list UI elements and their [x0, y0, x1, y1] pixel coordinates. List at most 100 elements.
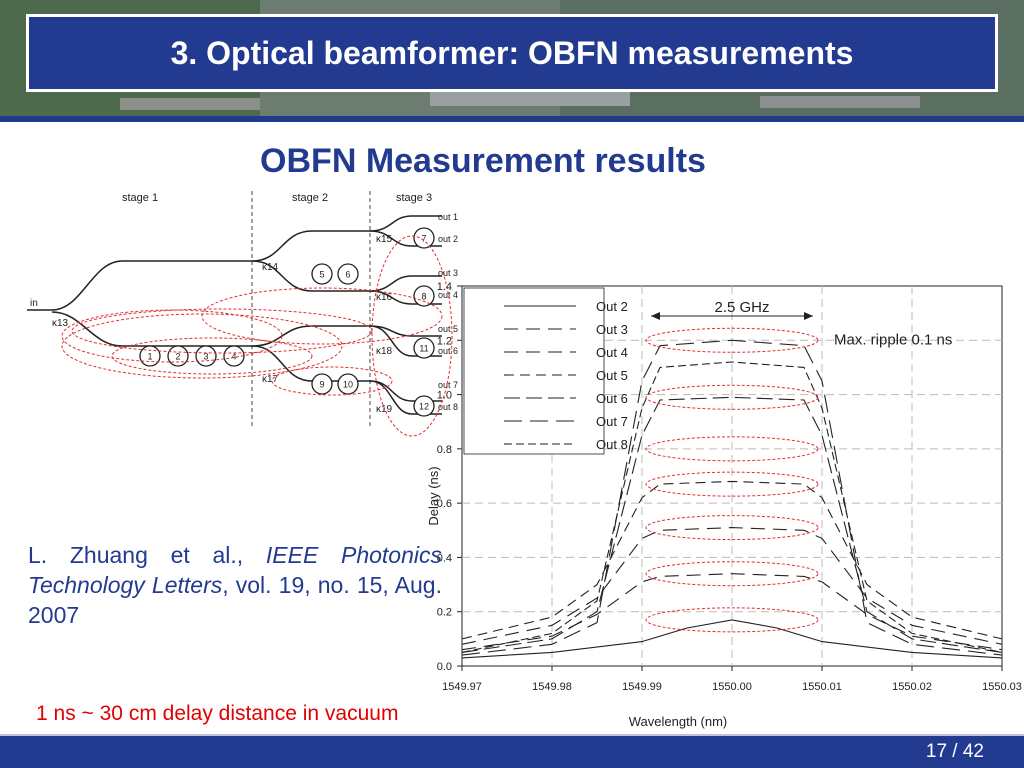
coupler-label-6: κ18 [376, 346, 393, 357]
y-tick-label-2: 0.4 [437, 552, 452, 564]
ring-number-3: 3 [203, 352, 208, 362]
output-labels: out 1 out 2 out 3 out 4 out 5 out 6 out 7 out 8 [438, 212, 458, 412]
x-tick-label-6: 1550.03 [982, 681, 1022, 693]
axes: 1549.97 1549.98 1549.99 1550.00 1550.01 1550.… [426, 281, 1022, 729]
series-line-1 [461, 619, 1003, 659]
ring-number-9: 9 [319, 380, 324, 390]
series-line-3 [461, 527, 1003, 645]
ring-number-1: 1 [147, 352, 152, 362]
series-lines [461, 339, 1003, 659]
y-tick-label-5: 1.0 [437, 390, 452, 402]
ring-number-11: 11 [419, 344, 428, 354]
coupler-label-1: κ13 [52, 318, 69, 329]
footer-bar: 17 / 42 [0, 734, 1024, 768]
output-label-8: out 8 [438, 402, 458, 412]
page-number: 17 / 42 [925, 741, 984, 762]
series-line-4 [461, 480, 1003, 640]
stage-label-3: stage 3 [396, 192, 432, 204]
delay-note: 1 ns ~ 30 cm delay distance in vacuum [36, 702, 399, 725]
coupler-label-7: κ19 [376, 404, 393, 415]
citation-details: , vol. 19, no. 15, Aug. 2007 [28, 572, 442, 628]
ripple-ellipses [645, 327, 819, 633]
bandwidth-arrowhead-left [651, 312, 660, 320]
waveguides [27, 215, 442, 415]
bandwidth-arrowhead-right [804, 312, 813, 320]
x-tick-label-2: 1549.99 [622, 681, 662, 693]
output-label-7: out 7 [438, 380, 458, 390]
x-tick-label-0: 1549.97 [442, 681, 482, 693]
output-label-1: out 1 [438, 212, 458, 222]
series-line-2 [461, 573, 1003, 651]
ripple-ellipse-2 [645, 384, 819, 410]
y-tick-label-1: 0.2 [437, 607, 452, 619]
red-dashed-highlights [61, 235, 453, 437]
slide-title: 3. Optical beamformer: OBFN measurements [170, 34, 854, 71]
annotations: 2.5 GHz Max. ripple 0.1 ns [651, 299, 952, 348]
output-label-4: out 4 [438, 290, 458, 300]
ripple-ellipse-7 [645, 607, 819, 633]
output-label-2: out 2 [438, 234, 458, 244]
ring-11 [413, 337, 435, 359]
delay-chart: 1549.97 1549.98 1549.99 1550.00 1550.01 1550.… [426, 281, 1022, 729]
legend-box [463, 287, 605, 455]
ripple-annotation: Max. ripple 0.1 ns [834, 331, 952, 348]
title-box: 3. Optical beamformer: OBFN measurements [26, 14, 998, 92]
y-tick-label-7: 1.4 [437, 281, 452, 293]
ring-8 [413, 285, 435, 307]
ring-number-4: 4 [231, 352, 236, 362]
citation-journal: IEEE Photonics Technology Letters [28, 542, 442, 598]
legend-label-5: Out 6 [596, 391, 628, 406]
x-tick-label-4: 1550.01 [802, 681, 842, 693]
output-label-3: out 3 [438, 268, 458, 278]
ripple-ellipse-4 [645, 471, 819, 497]
ripple-ellipse-5 [645, 515, 819, 541]
coupler-label-3: κ15 [376, 234, 393, 245]
series-line-7 [461, 361, 1003, 653]
legend-label-2: Out 3 [596, 322, 628, 337]
ring-9 [311, 373, 333, 395]
output-label-6: out 6 [438, 346, 458, 356]
ripple-ellipse-6 [645, 561, 819, 587]
legend-label-7: Out 8 [596, 437, 628, 452]
stage-label-1: stage 1 [122, 192, 158, 204]
slide-subtitle: OBFN Measurement results [260, 142, 706, 180]
citation-authors: L. Zhuang et al., [28, 542, 266, 568]
ring-6 [337, 263, 359, 285]
ring-number-5: 5 [319, 270, 324, 280]
series-line-5 [461, 396, 1003, 653]
ripple-ellipse-3 [645, 436, 819, 462]
ring-number-8: 8 [421, 292, 426, 302]
y-tick-label-6: 1.2 [437, 335, 452, 347]
ring-12 [413, 395, 435, 417]
ring-number-10: 10 [343, 380, 353, 390]
y-axis-label: Delay (ns) [426, 466, 441, 525]
legend-label-3: Out 4 [596, 345, 628, 360]
legend-label-4: Out 5 [596, 368, 628, 383]
ring-5 [311, 263, 333, 285]
coupler-labels: κ13 κ14 κ15 κ16 κ17 κ18 κ19 [52, 234, 393, 415]
legend-label-1: Out 2 [596, 299, 628, 314]
input-label: in [30, 298, 38, 309]
x-tick-label-5: 1550.02 [892, 681, 932, 693]
ring-2 [167, 345, 189, 367]
legend: Out 2 Out 3 Out 4 Out 5 Out 6 Out 7 Out 8 [463, 287, 628, 455]
ring-number-2: 2 [175, 352, 180, 362]
coupler-label-5: κ17 [262, 374, 279, 385]
citation: L. Zhuang et al., IEEE Photonics Technol… [28, 540, 442, 630]
grid-lines [462, 286, 1002, 666]
y-tick-label-0: 0.0 [437, 661, 452, 673]
ring-number-12: 12 [419, 402, 429, 412]
y-tick-label-4: 0.8 [437, 444, 452, 456]
ring-number-6: 6 [345, 270, 350, 280]
series-line-6 [461, 339, 1003, 656]
x-axis-label: Wavelength (nm) [629, 714, 728, 729]
ring-number-7: 7 [421, 234, 426, 244]
legend-label-6: Out 7 [596, 414, 628, 429]
y-tick-label-3: 0.6 [437, 498, 452, 510]
coupler-label-2: κ14 [262, 262, 279, 273]
x-tick-label-1: 1549.98 [532, 681, 572, 693]
ring-7 [413, 227, 435, 249]
coupler-label-4: κ16 [376, 292, 393, 303]
